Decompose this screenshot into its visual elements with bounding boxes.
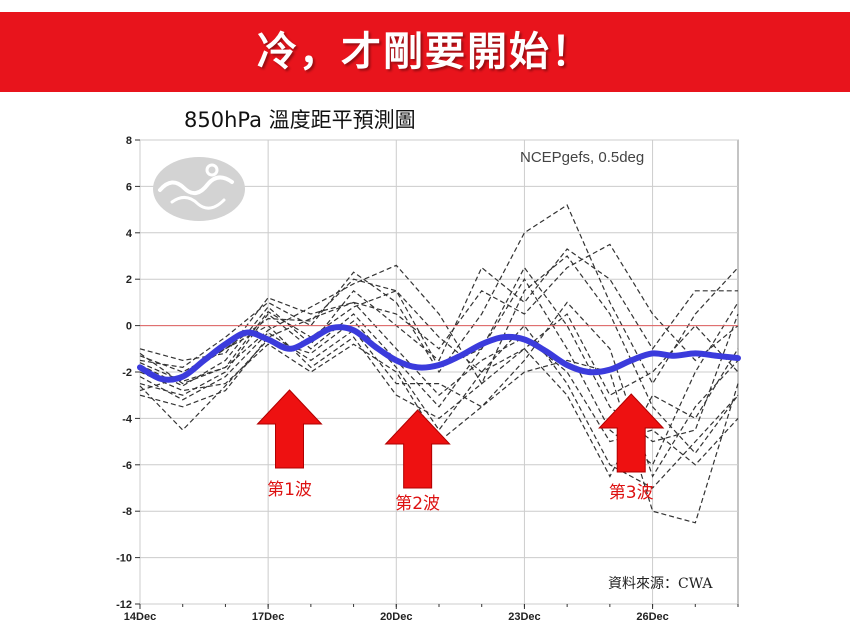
ensemble-member-line xyxy=(139,320,739,489)
y-tick-label: -8 xyxy=(122,506,132,518)
y-tick-label: -2 xyxy=(122,367,132,379)
ensemble-member-line xyxy=(139,301,739,466)
chart-title: 850hPa 溫度距平預測圖 xyxy=(184,108,416,132)
y-tick-label: 2 xyxy=(126,274,132,286)
up-arrow-icon xyxy=(598,393,665,473)
ensemble-layer xyxy=(139,204,739,524)
y-tick-label: -12 xyxy=(116,599,132,611)
y-tick-label: 0 xyxy=(126,321,132,333)
y-tick-label: -10 xyxy=(116,553,132,565)
banner-title: 冷，才剛要開始！ xyxy=(257,29,593,75)
x-tick-label: 14Dec xyxy=(124,611,156,623)
ensemble-mean-line xyxy=(137,324,741,383)
x-tick-label: 23Dec xyxy=(508,611,540,623)
wave-label: 第1波 xyxy=(267,480,312,500)
ensemble-member-line xyxy=(139,248,738,387)
up-arrow-icon xyxy=(384,409,451,489)
model-label: NCEPgefs, 0.5deg xyxy=(520,149,644,166)
y-tick-label: 4 xyxy=(126,228,133,240)
ensemble-member-line xyxy=(139,278,739,397)
up-arrow-icon xyxy=(256,389,323,469)
x-tick-label: 20Dec xyxy=(380,611,412,623)
ensemble-member-line xyxy=(139,255,739,455)
wave-label: 第2波 xyxy=(395,494,440,514)
y-tick-label: -6 xyxy=(122,460,132,472)
wave-label: 第3波 xyxy=(609,483,654,503)
y-tick-label: -4 xyxy=(122,413,133,425)
ensemble-member-line xyxy=(139,324,739,478)
title-banner: 冷，才剛要開始！ xyxy=(0,12,850,92)
x-tick-label: 26Dec xyxy=(636,611,668,623)
ensemble-member-line xyxy=(139,243,739,362)
y-tick-label: 8 xyxy=(126,135,132,147)
x-tick-label: 17Dec xyxy=(252,611,284,623)
y-tick-label: 6 xyxy=(126,181,132,193)
source-label: 資料來源：CWA xyxy=(608,576,713,592)
cwa-wind-logo-icon xyxy=(153,157,245,221)
ensemble-member-line xyxy=(139,301,739,478)
ensemble-member-line xyxy=(139,278,739,466)
